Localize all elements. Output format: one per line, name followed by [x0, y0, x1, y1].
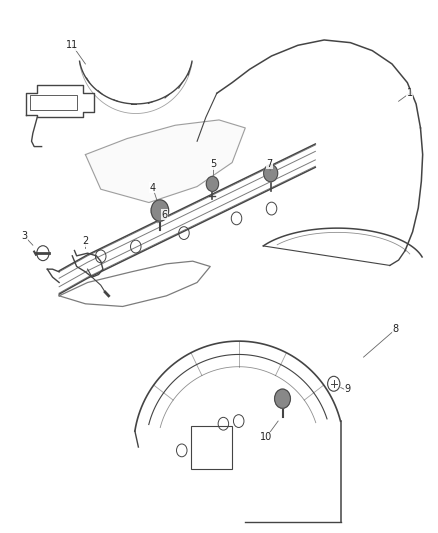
- Circle shape: [264, 165, 278, 182]
- Polygon shape: [85, 120, 245, 203]
- Text: 10: 10: [260, 432, 272, 442]
- Text: 8: 8: [392, 325, 398, 334]
- Circle shape: [206, 176, 219, 191]
- Text: 1: 1: [406, 88, 413, 98]
- Text: 4: 4: [149, 183, 155, 192]
- Text: 3: 3: [21, 231, 27, 241]
- Circle shape: [151, 200, 169, 221]
- Text: 11: 11: [66, 41, 78, 50]
- Bar: [30, 95, 77, 110]
- Text: 6: 6: [161, 210, 167, 220]
- Bar: [191, 426, 232, 469]
- Circle shape: [275, 389, 290, 408]
- Text: 9: 9: [344, 384, 350, 394]
- Text: 5: 5: [211, 159, 217, 169]
- Text: 2: 2: [82, 237, 88, 246]
- Text: 7: 7: [266, 159, 272, 168]
